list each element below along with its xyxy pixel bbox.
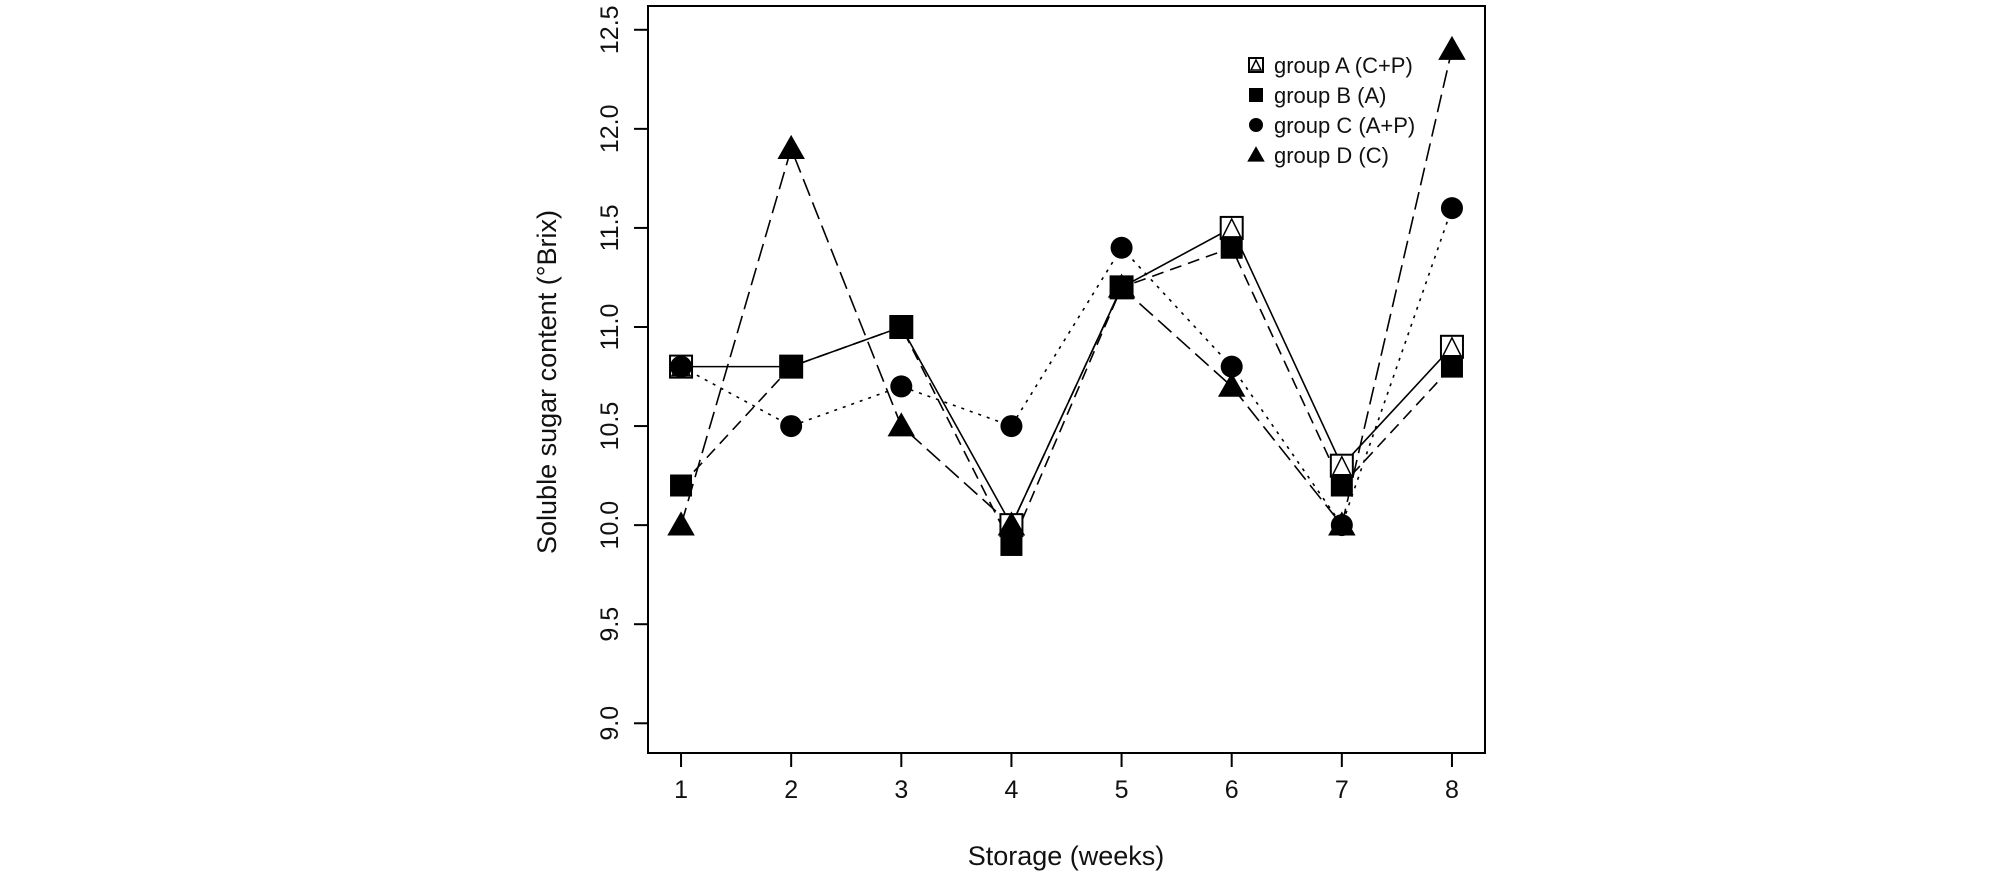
series-line-4 [680, 49, 1453, 527]
legend-label: group B (A) [1274, 83, 1387, 108]
data-point [1000, 415, 1023, 438]
x-tick-label: 7 [1335, 776, 1349, 804]
data-point [777, 134, 805, 159]
x-tick-label: 8 [1445, 776, 1459, 804]
x-tick-label: 2 [784, 776, 798, 804]
data-point [1330, 474, 1353, 497]
data-point [1107, 273, 1136, 298]
data-point [780, 415, 803, 438]
x-axis-title: Storage (weeks) [968, 841, 1165, 871]
legend-label: group A (C+P) [1274, 53, 1413, 78]
y-axis: 9.0 9.5 10.0 10.5 11.0 11.5 12.0 12.5 [596, 5, 648, 741]
data-point [1110, 236, 1133, 259]
legend-marker [1248, 57, 1264, 73]
series-line-3 [680, 207, 1453, 527]
data-point [1220, 236, 1243, 259]
data-point [1329, 453, 1354, 478]
y-axis-title: Soluble sugar content (°Brix) [532, 210, 562, 554]
series-line-2 [680, 246, 1453, 547]
data-point [1439, 334, 1464, 359]
x-tick-label: 1 [674, 776, 688, 804]
data-point [670, 355, 693, 378]
y-tick-label: 10.5 [596, 402, 624, 451]
x-tick-label: 3 [894, 776, 908, 804]
data-point [1000, 533, 1023, 556]
data-point [1220, 355, 1243, 378]
y-tick-label: 12.5 [596, 5, 624, 54]
legend-label: group D (C) [1274, 143, 1389, 168]
data-point [890, 375, 913, 398]
y-tick-label: 11.5 [596, 205, 624, 252]
x-tick-label: 6 [1225, 776, 1239, 804]
x-axis: 1 2 3 4 5 6 7 8 [674, 753, 1459, 804]
legend: group A (C+P) group B (A) group C (A+P) gro… [1247, 53, 1415, 168]
data-point [887, 412, 916, 437]
data-point [997, 511, 1026, 536]
data-point [1219, 215, 1244, 240]
data-point [890, 315, 913, 338]
data-point [1217, 372, 1246, 397]
data-point [670, 474, 693, 497]
data-point [667, 511, 695, 536]
x-tick-label: 5 [1115, 776, 1129, 804]
series-layer [667, 35, 1466, 556]
plot-frame [647, 5, 1486, 754]
data-point [1328, 511, 1356, 536]
legend-marker [1247, 146, 1265, 162]
y-tick-label: 10.0 [596, 501, 624, 550]
legend-label: group C (A+P) [1274, 113, 1415, 138]
legend-marker [1249, 118, 1263, 132]
y-tick-label: 12.0 [596, 105, 624, 154]
data-point [1440, 355, 1463, 378]
y-tick-label: 11.0 [596, 304, 624, 351]
x-tick-label: 4 [1004, 776, 1018, 804]
data-point [1440, 197, 1463, 220]
legend-marker [1249, 88, 1263, 102]
y-tick-label: 9.0 [596, 706, 624, 741]
data-point [1438, 35, 1466, 60]
data-point [780, 355, 803, 378]
y-tick-label: 9.5 [596, 607, 624, 642]
